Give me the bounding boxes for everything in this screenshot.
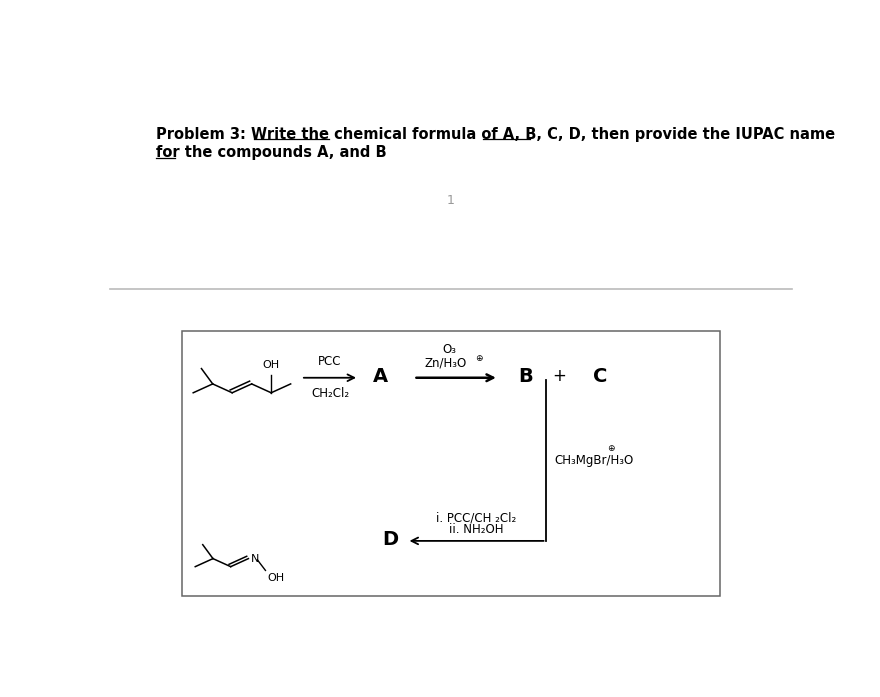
Text: O₃: O₃ xyxy=(443,344,457,356)
Bar xyxy=(181,330,721,596)
Text: C: C xyxy=(593,367,607,385)
Text: ⊕: ⊕ xyxy=(607,443,614,452)
Text: CH₂Cl₂: CH₂Cl₂ xyxy=(311,388,349,400)
Text: Zn/H₃O: Zn/H₃O xyxy=(425,356,467,369)
Text: ⊕: ⊕ xyxy=(475,353,483,362)
Text: N: N xyxy=(251,553,260,564)
Text: +: + xyxy=(552,367,566,385)
Text: OH: OH xyxy=(262,360,280,370)
Text: Problem 3: Write the chemical formula of A, B, C, D, then provide the IUPAC name: Problem 3: Write the chemical formula of… xyxy=(157,127,835,141)
Text: PCC: PCC xyxy=(319,355,341,368)
Text: OH: OH xyxy=(268,572,284,583)
Text: ii. NH₂OH: ii. NH₂OH xyxy=(450,523,504,535)
Text: i. PCC/CH ₂Cl₂: i. PCC/CH ₂Cl₂ xyxy=(436,512,517,525)
Text: CH₃MgBr/H₃O: CH₃MgBr/H₃O xyxy=(554,454,634,467)
Text: A: A xyxy=(372,367,388,385)
Text: B: B xyxy=(517,367,532,385)
Text: for the compounds A, and B: for the compounds A, and B xyxy=(157,145,387,160)
Text: 1: 1 xyxy=(447,194,455,207)
Text: D: D xyxy=(383,530,399,549)
